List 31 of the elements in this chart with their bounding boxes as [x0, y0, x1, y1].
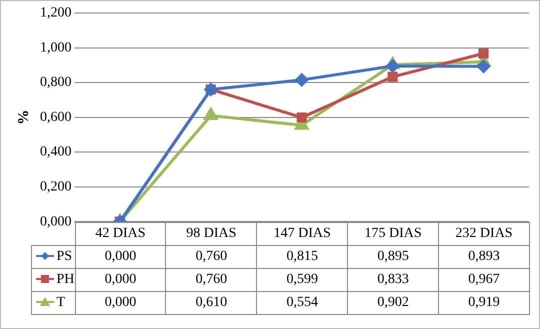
data-label: 0,760 — [166, 268, 257, 292]
data-label: 0,919 — [438, 291, 530, 314]
x-tick-label: 98 DIAS — [166, 222, 257, 246]
data-label: 0,599 — [256, 268, 348, 292]
y-tick-label: 0,600 — [40, 110, 72, 125]
data-label: 0,554 — [256, 291, 348, 314]
data-label: 0,967 — [438, 268, 530, 292]
data-label: 0,000 — [75, 268, 166, 292]
y-tick-label: 1,200 — [40, 6, 72, 21]
data-label: 0,610 — [166, 291, 257, 314]
data-label: 0,895 — [348, 245, 439, 268]
data-label: 0,902 — [348, 291, 439, 314]
y-tick-label: 1,000 — [40, 40, 72, 56]
y-axis-title: % — [16, 110, 32, 125]
y-tick-label: 0,200 — [40, 180, 72, 195]
data-label: 0,833 — [348, 268, 439, 292]
data-label: 0,815 — [256, 245, 348, 268]
y-tick-label: 0,400 — [40, 144, 72, 160]
data-label: 0,000 — [75, 245, 166, 268]
x-tick-label: 147 DIAS — [256, 222, 348, 246]
x-tick-label: 175 DIAS — [348, 222, 439, 246]
x-tick-label: 42 DIAS — [75, 222, 166, 246]
x-tick-label: 232 DIAS — [438, 222, 530, 246]
y-tick-label: 0,000 — [40, 214, 72, 230]
legend-label: PS — [31, 245, 75, 268]
legend-label: PH — [31, 268, 75, 292]
legend-label: T — [31, 291, 75, 314]
y-tick-label: 0,800 — [40, 75, 72, 90]
data-label: 0,000 — [75, 291, 166, 314]
data-label: 0,893 — [438, 245, 530, 268]
data-label: 0,760 — [166, 245, 257, 268]
